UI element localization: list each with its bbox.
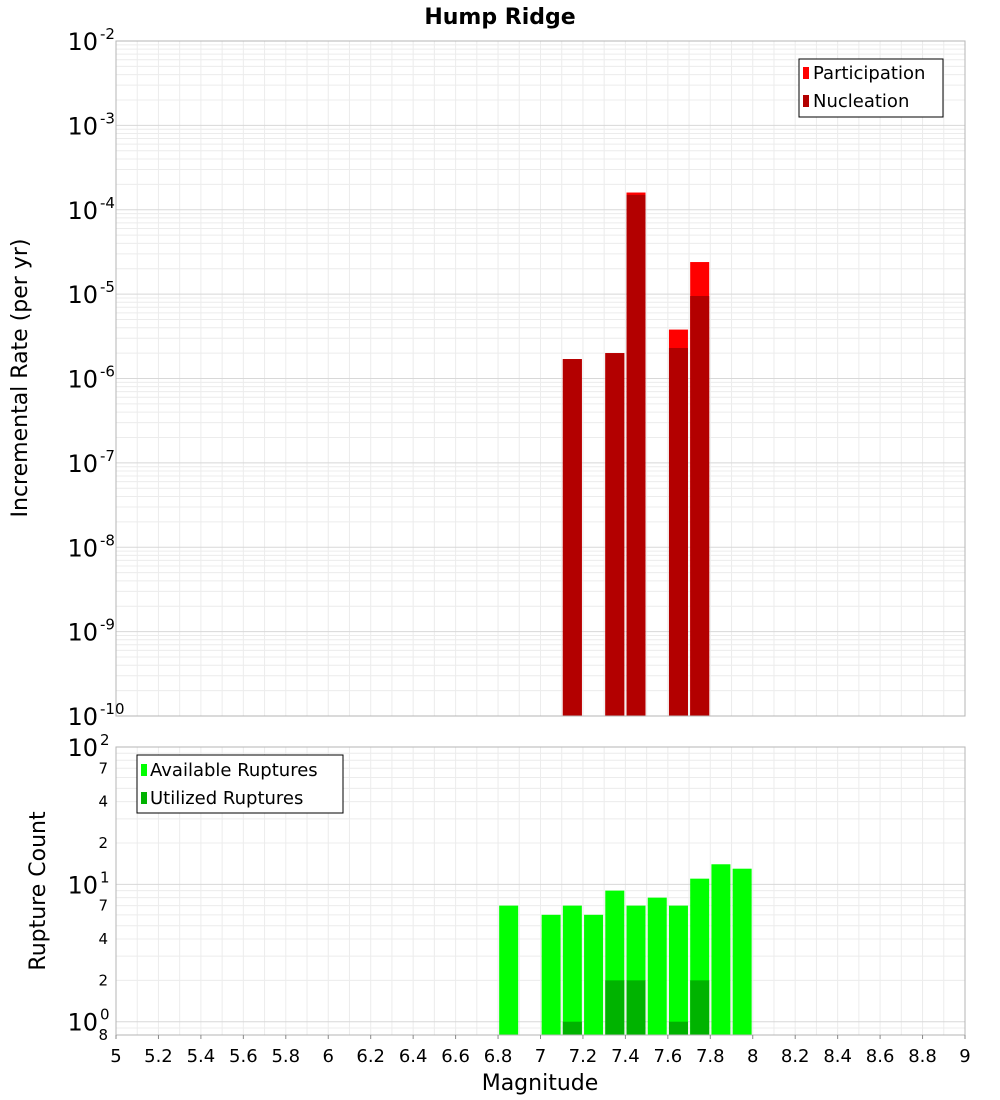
bar-utilized-ruptures bbox=[690, 980, 710, 1035]
x-tick-label: 7.8 bbox=[696, 1046, 725, 1067]
top-y-axis-label: Incremental Rate (per yr) bbox=[8, 239, 33, 518]
top-y-tick-label-exponent: -3 bbox=[100, 109, 115, 127]
x-tick-label: 8 bbox=[747, 1046, 758, 1067]
x-tick-label: 8.8 bbox=[908, 1046, 937, 1067]
bottom-y-minor-tick-label: 2 bbox=[98, 834, 108, 852]
bottom-y-tick-label: 10 bbox=[67, 871, 98, 899]
bar-nucleation bbox=[605, 353, 625, 716]
top-y-tick-label: 10 bbox=[67, 197, 98, 225]
top-y-tick-label: 10 bbox=[67, 112, 98, 140]
bottom-y-tick-label: 10 bbox=[67, 1009, 98, 1037]
x-tick-label: 6.2 bbox=[356, 1046, 385, 1067]
bottom-y-axis-label: Rupture Count bbox=[26, 811, 51, 971]
x-tick-label: 7.2 bbox=[569, 1046, 598, 1067]
chart-title: Hump Ridge bbox=[424, 5, 575, 30]
x-tick-label: 6 bbox=[323, 1046, 334, 1067]
bottom-legend-label: Available Ruptures bbox=[150, 760, 318, 781]
top-legend-label: Participation bbox=[813, 63, 925, 84]
top-y-tick-label: 10 bbox=[67, 28, 98, 56]
bottom-y-minor-tick-label: 7 bbox=[98, 897, 108, 915]
bar-utilized-ruptures bbox=[605, 980, 625, 1035]
bar-nucleation bbox=[562, 359, 582, 716]
top-legend-label: Nucleation bbox=[813, 91, 909, 112]
x-axis-label: Magnitude bbox=[482, 1071, 599, 1096]
bottom-legend-swatch bbox=[141, 764, 147, 776]
top-y-tick-label-exponent: -6 bbox=[100, 363, 115, 381]
bottom-y-minor-tick-label: 4 bbox=[98, 793, 108, 811]
x-tick-label: 7 bbox=[535, 1046, 546, 1067]
bar-nucleation bbox=[626, 194, 646, 716]
top-y-tick-label: 10 bbox=[67, 534, 98, 562]
x-tick-label: 8.6 bbox=[866, 1046, 895, 1067]
x-tick-label: 6.4 bbox=[399, 1046, 428, 1067]
bottom-legend-box bbox=[136, 754, 344, 814]
x-tick-label: 5.8 bbox=[271, 1046, 300, 1067]
bar-available-ruptures bbox=[647, 897, 667, 1035]
bar-available-ruptures bbox=[499, 905, 519, 1035]
bottom-y-minor-tick-label: 2 bbox=[98, 971, 108, 989]
bar-available-ruptures bbox=[584, 914, 604, 1035]
bar-utilized-ruptures bbox=[562, 1021, 582, 1035]
top-y-tick-label-exponent: -10 bbox=[100, 700, 125, 718]
bottom-y-tick-label: 10 bbox=[67, 734, 98, 762]
bottom-y-minor-tick-label: 8 bbox=[98, 1026, 108, 1044]
top-y-tick-label-exponent: -2 bbox=[100, 25, 115, 43]
top-legend-box bbox=[798, 58, 944, 118]
bar-utilized-ruptures bbox=[626, 980, 646, 1035]
bar-available-ruptures bbox=[562, 905, 582, 1035]
top-legend-swatch bbox=[803, 67, 809, 79]
top-legend-swatch bbox=[803, 95, 809, 107]
bottom-y-tick-label-exponent: 1 bbox=[100, 868, 110, 886]
top-y-tick-label-exponent: -5 bbox=[100, 278, 115, 296]
x-tick-label: 6.8 bbox=[484, 1046, 513, 1067]
bottom-y-minor-tick-label: 4 bbox=[98, 930, 108, 948]
top-y-tick-label: 10 bbox=[67, 619, 98, 647]
x-tick-label: 7.4 bbox=[611, 1046, 640, 1067]
top-y-tick-label-exponent: -7 bbox=[100, 447, 115, 465]
x-tick-label: 9 bbox=[959, 1046, 970, 1067]
bottom-legend: Available Ruptures Utilized Ruptures bbox=[136, 754, 344, 814]
x-tick-label: 7.6 bbox=[654, 1046, 683, 1067]
top-y-tick-label-exponent: -4 bbox=[100, 194, 115, 212]
bar-nucleation bbox=[668, 347, 688, 716]
top-y-tick-label: 10 bbox=[67, 703, 98, 731]
bar-nucleation bbox=[690, 296, 710, 716]
bar-utilized-ruptures bbox=[668, 1021, 688, 1035]
x-tick-label: 5.6 bbox=[229, 1046, 258, 1067]
top-plot-frame bbox=[115, 40, 966, 717]
bar-available-ruptures bbox=[668, 905, 688, 1035]
bar-available-ruptures bbox=[732, 868, 752, 1035]
x-tick-label: 8.2 bbox=[781, 1046, 810, 1067]
x-tick-label: 8.4 bbox=[823, 1046, 852, 1067]
bottom-legend-swatch bbox=[141, 792, 147, 804]
x-tick-label: 6.6 bbox=[441, 1046, 470, 1067]
x-tick-label: 5 bbox=[110, 1046, 121, 1067]
x-tick-label: 5.2 bbox=[144, 1046, 173, 1067]
bar-available-ruptures bbox=[711, 864, 731, 1035]
top-y-tick-label: 10 bbox=[67, 366, 98, 394]
top-legend: Participation Nucleation bbox=[798, 58, 944, 118]
top-y-tick-label-exponent: -9 bbox=[100, 616, 115, 634]
top-y-tick-label: 10 bbox=[67, 281, 98, 309]
x-tick-label: 5.4 bbox=[187, 1046, 216, 1067]
bottom-legend-label: Utilized Ruptures bbox=[150, 788, 303, 809]
bottom-y-tick-label-exponent: 2 bbox=[100, 731, 110, 749]
top-y-tick-label: 10 bbox=[67, 450, 98, 478]
bar-available-ruptures bbox=[541, 914, 561, 1035]
bottom-y-minor-tick-label: 7 bbox=[98, 759, 108, 777]
top-y-tick-label-exponent: -8 bbox=[100, 531, 115, 549]
bottom-y-tick-label-exponent: 0 bbox=[100, 1006, 110, 1024]
